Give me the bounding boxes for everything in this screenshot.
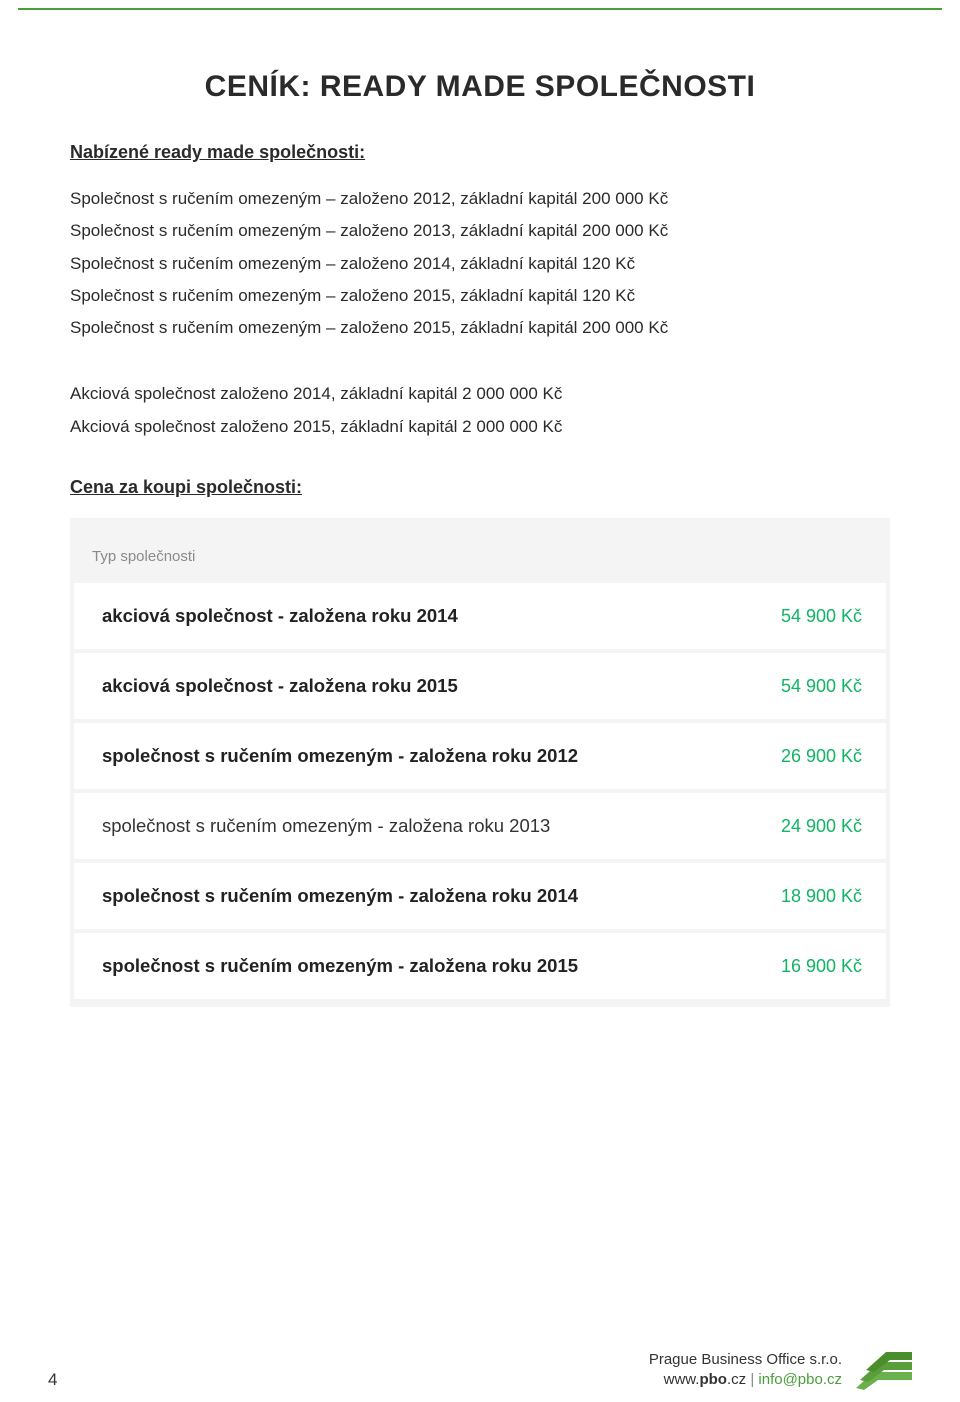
company-item: Společnost s ručením omezeným – založeno… xyxy=(70,312,890,344)
price-table: Typ společnosti akciová společnost - zal… xyxy=(70,518,890,1007)
table-row: společnost s ručením omezeným - založena… xyxy=(74,863,886,929)
company-list-as: Akciová společnost založeno 2014, základ… xyxy=(70,378,890,443)
price-value: 24 900 Kč xyxy=(781,816,862,837)
footer-text: Prague Business Office s.r.o. www.pbo.cz… xyxy=(649,1350,842,1391)
price-value: 54 900 Kč xyxy=(781,676,862,697)
price-name: akciová společnost - založena roku 2014 xyxy=(102,605,458,627)
price-value: 26 900 Kč xyxy=(781,746,862,767)
price-name: společnost s ručením omezeným - založena… xyxy=(102,815,550,837)
price-name: společnost s ručením omezeným - založena… xyxy=(102,885,578,907)
footer-web-suffix: .cz xyxy=(727,1371,746,1388)
price-name: společnost s ručením omezeným - založena… xyxy=(102,745,578,767)
offered-heading: Nabízené ready made společnosti: xyxy=(70,142,890,163)
footer-separator: | xyxy=(746,1371,758,1388)
footer-web-bold: pbo xyxy=(699,1371,727,1388)
company-item: Společnost s ručením omezeným – založeno… xyxy=(70,215,890,247)
logo-icon xyxy=(856,1350,912,1390)
footer-web-prefix: www. xyxy=(664,1371,700,1388)
price-value: 16 900 Kč xyxy=(781,956,862,977)
table-row: společnost s ručením omezeným - založena… xyxy=(74,793,886,859)
price-value: 18 900 Kč xyxy=(781,886,862,907)
company-item: Společnost s ručením omezeným – založeno… xyxy=(70,248,890,280)
footer-email: info@pbo.cz xyxy=(758,1371,842,1388)
company-item: Společnost s ručením omezeným – založeno… xyxy=(70,280,890,312)
company-item: Společnost s ručením omezeným – založeno… xyxy=(70,183,890,215)
table-header: Typ společnosti xyxy=(74,538,886,583)
page-number: 4 xyxy=(48,1370,57,1390)
price-name: společnost s ručením omezeným - založena… xyxy=(102,955,578,977)
company-item: Akciová společnost založeno 2014, základ… xyxy=(70,378,890,410)
table-row: společnost s ručením omezeným - založena… xyxy=(74,933,886,999)
footer-company: Prague Business Office s.r.o. xyxy=(649,1350,842,1370)
page-content: CENÍK: READY MADE SPOLEČNOSTI Nabízené r… xyxy=(0,10,960,1047)
price-name: akciová společnost - založena roku 2015 xyxy=(102,675,458,697)
footer: 4 Prague Business Office s.r.o. www.pbo.… xyxy=(0,1350,960,1391)
price-value: 54 900 Kč xyxy=(781,606,862,627)
company-list-sro: Společnost s ručením omezeným – založeno… xyxy=(70,183,890,344)
price-heading: Cena za koupi společnosti: xyxy=(70,477,890,498)
table-row: společnost s ručením omezeným - založena… xyxy=(74,723,886,789)
footer-contact: www.pbo.cz | info@pbo.cz xyxy=(649,1370,842,1390)
table-row: akciová společnost - založena roku 2015 … xyxy=(74,653,886,719)
page-title: CENÍK: READY MADE SPOLEČNOSTI xyxy=(70,70,890,104)
table-row: akciová společnost - založena roku 2014 … xyxy=(74,583,886,649)
company-item: Akciová společnost založeno 2015, základ… xyxy=(70,411,890,443)
footer-right: Prague Business Office s.r.o. www.pbo.cz… xyxy=(649,1350,912,1391)
